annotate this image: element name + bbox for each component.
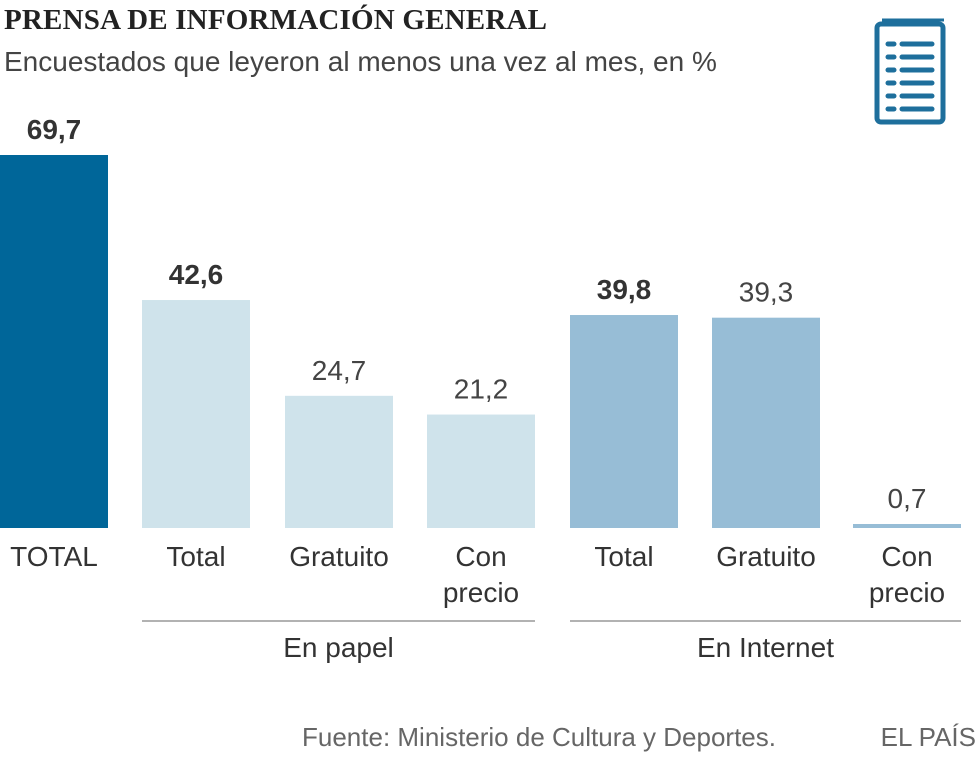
- category-label-2: Gratuito: [289, 541, 389, 572]
- category-label-3: Con precio: [443, 541, 519, 608]
- group-label-1: En Internet: [697, 632, 834, 663]
- bar-1: [142, 300, 250, 528]
- category-label-4: Total: [594, 541, 653, 572]
- source-note: Fuente: Ministerio de Cultura y Deportes…: [302, 722, 776, 752]
- brand-logo: EL PAÍS: [880, 722, 976, 752]
- group-label-0: En papel: [283, 632, 394, 663]
- category-label-6: Con precio: [869, 541, 945, 608]
- value-label-6: 0,7: [888, 483, 927, 514]
- bar-4: [570, 315, 678, 528]
- bar-5: [712, 317, 820, 528]
- value-label-5: 39,3: [739, 277, 794, 308]
- value-label-2: 24,7: [312, 355, 367, 386]
- category-label-0: TOTAL: [10, 541, 98, 572]
- value-label-3: 21,2: [454, 374, 509, 405]
- newspaper-document-icon: [874, 18, 946, 125]
- chart-subtitle: Encuestados que leyeron al menos una vez…: [4, 46, 717, 77]
- value-label-0: 69,7: [27, 114, 82, 145]
- chart-title: PRENSA DE INFORMACIÓN GENERAL: [4, 4, 548, 36]
- value-label-4: 39,8: [597, 274, 652, 305]
- bar-2: [285, 395, 393, 528]
- value-label-1: 42,6: [169, 259, 224, 290]
- bar-6: [853, 524, 961, 528]
- category-label-5: Gratuito: [716, 541, 816, 572]
- bar-0: [0, 155, 108, 528]
- bar-3: [427, 414, 535, 528]
- category-label-1: Total: [166, 541, 225, 572]
